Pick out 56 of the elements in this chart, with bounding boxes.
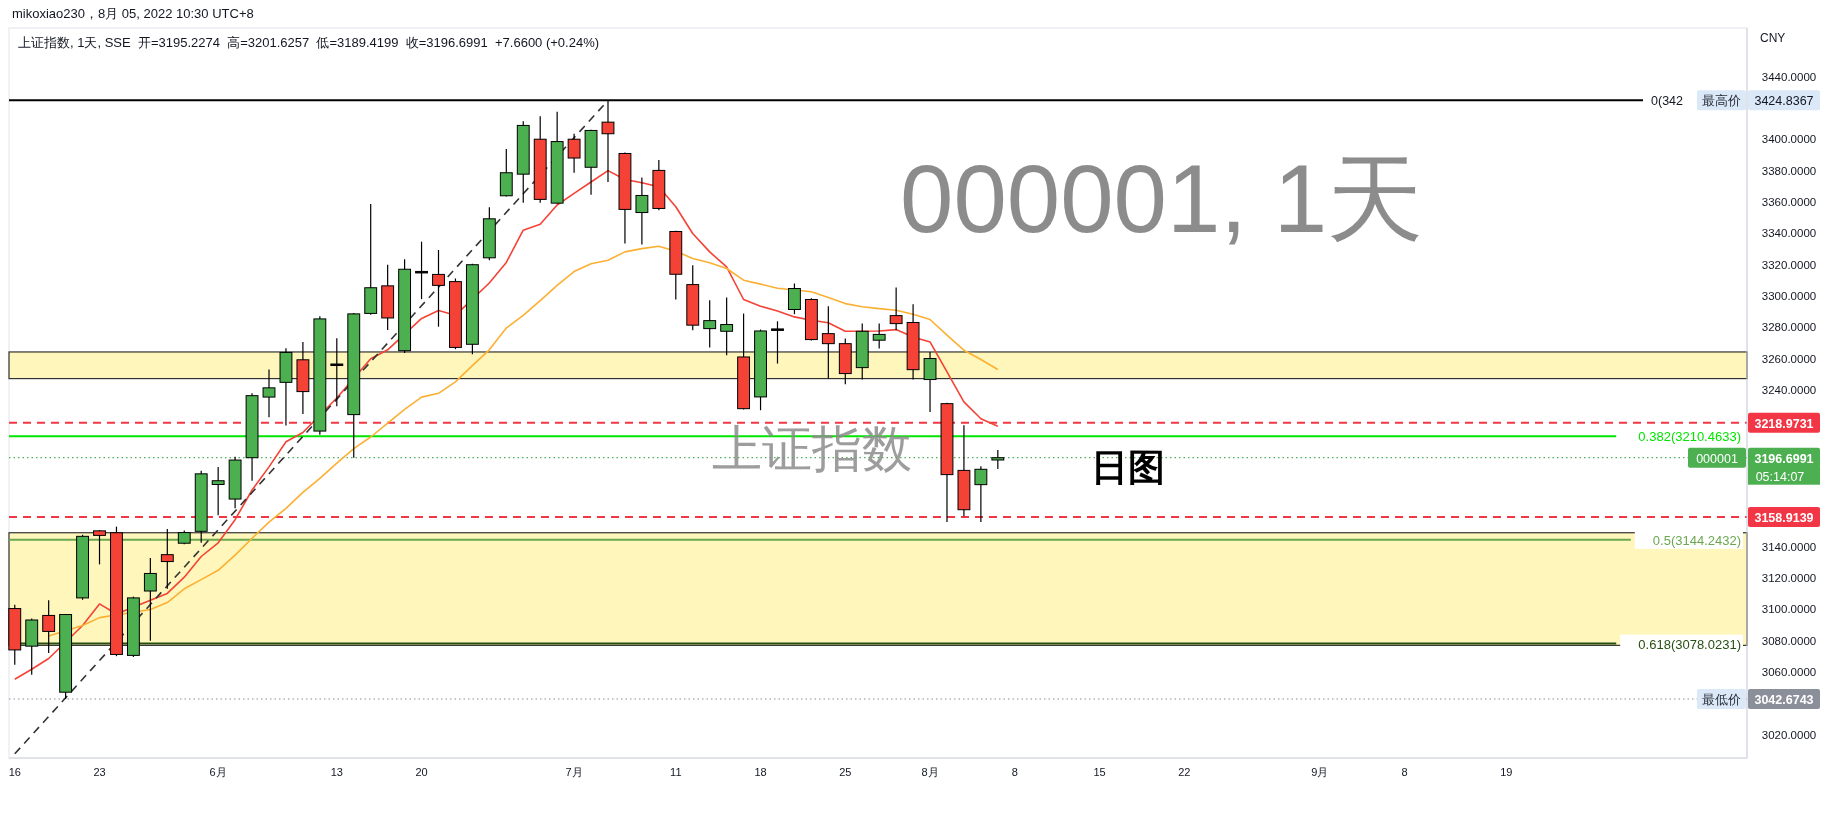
y-tick-label: 3440.0000	[1761, 70, 1817, 83]
ref-line-label: 3196.6991	[1754, 451, 1814, 466]
y-tick-label: 3320.0000	[1761, 258, 1817, 271]
x-tick-label: 23	[93, 766, 106, 778]
x-tick-label: 16	[8, 766, 21, 778]
y-tick-label: 3260.0000	[1761, 352, 1817, 365]
annotation: 000001, 1天	[900, 145, 1424, 252]
ref-line-label: 0.618(3078.0231)	[1638, 636, 1741, 652]
y-tick-label: 3140.0000	[1761, 540, 1817, 553]
x-tick-label: 7月	[565, 766, 583, 778]
x-tick-label: 15	[1093, 766, 1106, 778]
x-tick-label: 8	[1011, 766, 1018, 778]
x-tick-label: 18	[754, 766, 767, 778]
x-tick-label: 9月	[1311, 766, 1329, 778]
chart-title: mikoxiao230，8月 05, 2022 10:30 UTC+8	[12, 6, 254, 21]
x-tick-label: 8月	[921, 766, 939, 778]
annotation: 最高价	[1702, 93, 1741, 109]
annotation: 日图	[1091, 447, 1165, 488]
y-tick-label: 3120.0000	[1761, 571, 1817, 584]
x-tick-label: 22	[1178, 766, 1191, 778]
annotation: 最低价	[1697, 689, 1746, 709]
y-tick-label: 3060.0000	[1761, 665, 1817, 678]
tag: 3218.9731	[1748, 412, 1820, 433]
ref-line-label: 0.5(3144.2432)	[1652, 532, 1741, 548]
ref-line-label: 3158.9139	[1754, 510, 1814, 525]
y-tick-label: 3400.0000	[1761, 133, 1817, 146]
x-tick-label: 19	[1500, 766, 1513, 778]
x-tick-label: 13	[330, 766, 343, 778]
tag: 3042.6743	[1748, 689, 1820, 709]
tag: 3196.6991	[1748, 447, 1820, 468]
annotation: 000001	[1688, 447, 1746, 468]
annotation: CNY	[1760, 31, 1786, 45]
x-tick-label: 8	[1401, 766, 1408, 778]
x-tick-label: 25	[839, 766, 852, 778]
x-tick-label: 20	[415, 766, 428, 778]
ref-line-label: 3218.9731	[1754, 416, 1814, 431]
annotation: 000001	[1696, 451, 1738, 466]
x-tick-label: 11	[670, 766, 682, 778]
tag: 3158.9139	[1748, 506, 1820, 527]
annotation: 3424.8367	[1748, 90, 1820, 111]
ref-line-label: 3042.6743	[1754, 692, 1814, 707]
y-tick-label: 3280.0000	[1761, 321, 1817, 334]
ref-line-label: 0.382(3210.4633)	[1638, 429, 1741, 445]
y-tick-label: 3100.0000	[1761, 603, 1817, 616]
y-tick-label: 3020.0000	[1761, 728, 1817, 741]
text: 上证指数, 1天, SSE 开=3195.2274 高=3201.6257 低=3189.4199 收=3196.6991 +7.6600 (+0.24%)	[18, 35, 600, 50]
y-tick-label: 3380.0000	[1761, 164, 1817, 177]
y-tick-label: 3300.0000	[1761, 289, 1817, 302]
y-tick-label: 3340.0000	[1761, 227, 1817, 240]
annotation: 最低价	[1702, 692, 1741, 707]
y-tick-label: 3360.0000	[1761, 195, 1817, 208]
annotation: 0(342	[1651, 94, 1683, 109]
y-tick-label: 3080.0000	[1761, 634, 1817, 647]
annotation: 最高价	[1697, 90, 1746, 111]
x-tick-label: 6月	[209, 766, 227, 778]
y-tick-label: 3240.0000	[1761, 383, 1817, 396]
